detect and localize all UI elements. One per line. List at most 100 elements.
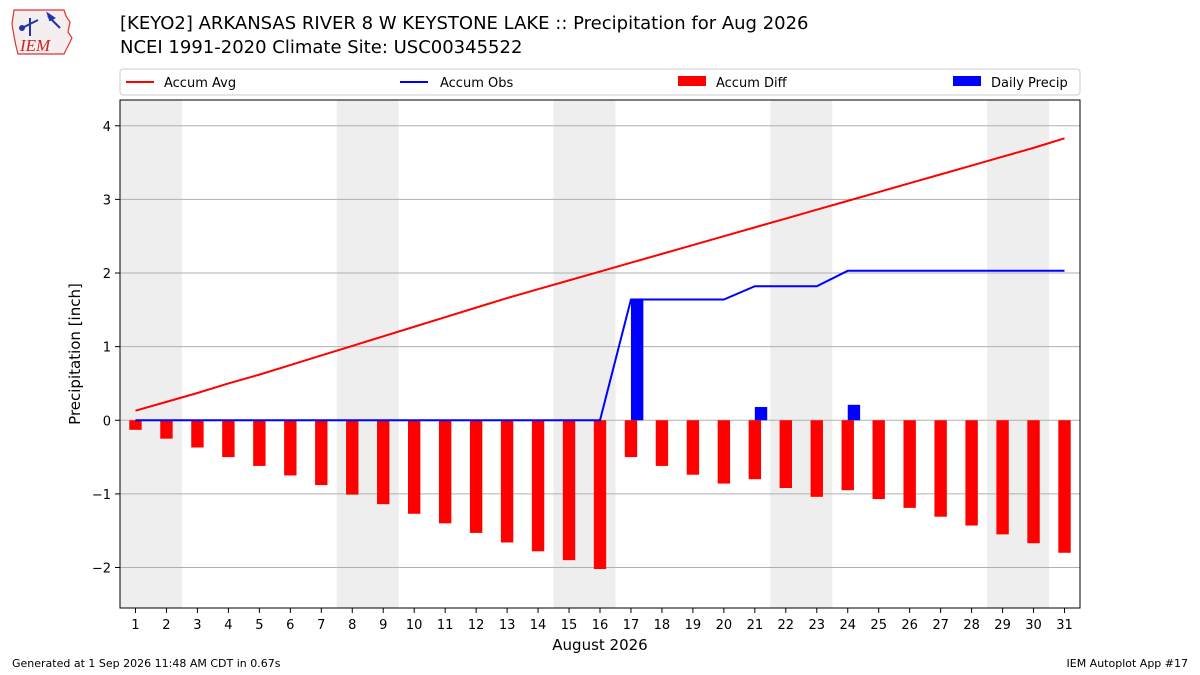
weekend-band bbox=[120, 100, 182, 608]
x-tick-label: 21 bbox=[747, 618, 764, 633]
y-tick-label: −2 bbox=[92, 562, 111, 577]
y-tick-label: 3 bbox=[103, 193, 111, 208]
x-tick-label: 4 bbox=[224, 618, 232, 633]
x-tick-label: 27 bbox=[932, 618, 949, 633]
x-tick-label: 10 bbox=[406, 618, 423, 633]
legend: Accum Avg Accum Obs Accum Diff Daily Precip bbox=[119, 68, 1081, 96]
accum-diff-bar bbox=[965, 420, 978, 526]
legend-accum-diff-swatch bbox=[678, 76, 706, 86]
x-tick-label: 6 bbox=[286, 618, 294, 633]
x-tick-label: 3 bbox=[193, 618, 201, 633]
x-tick-label: 20 bbox=[716, 618, 733, 633]
x-tick-label: 31 bbox=[1056, 618, 1073, 633]
y-tick-label: 1 bbox=[103, 341, 111, 356]
x-tick-label: 25 bbox=[870, 618, 887, 633]
accum-diff-bar bbox=[686, 420, 700, 475]
accum-diff-bar bbox=[1027, 420, 1040, 544]
x-tick-label: 28 bbox=[963, 618, 980, 633]
y-tick-label: −1 bbox=[92, 488, 111, 503]
accum-diff-bar bbox=[531, 420, 545, 552]
logo-text: IEM bbox=[19, 36, 51, 55]
accum-diff-bar bbox=[717, 420, 731, 484]
y-tick-label: 4 bbox=[103, 120, 111, 135]
weekend-bands bbox=[120, 100, 1050, 608]
accum-diff-bars bbox=[129, 420, 1071, 569]
app-label: IEM Autoplot App #17 bbox=[1066, 657, 1189, 670]
y-axis: 4 3 2 1 0 −1 −2 bbox=[92, 120, 120, 577]
accum-diff-bar bbox=[1058, 420, 1071, 553]
accum-diff-bar bbox=[315, 420, 328, 486]
accum-diff-bar bbox=[160, 420, 173, 439]
x-tick-label: 24 bbox=[839, 618, 856, 633]
x-axis: 1 2 3 4 5 6 7 8 9 10 11 12 13 14 15 16 17 18 19 20 21 22 23 24 2… bbox=[131, 608, 1073, 633]
x-tick-label: 30 bbox=[1025, 618, 1042, 633]
accum-diff-bar bbox=[191, 420, 204, 448]
accum-diff-bar bbox=[500, 420, 514, 543]
legend-accum-avg-label: Accum Avg bbox=[164, 76, 236, 91]
x-tick-label: 7 bbox=[317, 618, 325, 633]
chart-subtitle: NCEI 1991-2020 Climate Site: USC00345522 bbox=[120, 37, 523, 58]
accum-diff-bar bbox=[841, 420, 854, 491]
accum-diff-bar bbox=[810, 420, 823, 497]
x-tick-label: 8 bbox=[348, 618, 356, 633]
x-tick-label: 14 bbox=[530, 618, 547, 633]
accum-diff-bar bbox=[284, 420, 297, 476]
accum-diff-bar bbox=[438, 420, 452, 524]
iem-logo: IEM bbox=[11, 9, 73, 55]
chart-title: [KEYO2] ARKANSAS RIVER 8 W KEYSTONE LAKE… bbox=[120, 13, 809, 34]
x-tick-label: 2 bbox=[162, 618, 170, 633]
y-tick-label: 2 bbox=[103, 267, 111, 282]
legend-daily-precip-swatch bbox=[953, 76, 981, 86]
accum-diff-bar bbox=[469, 420, 483, 533]
accum-diff-bar bbox=[408, 420, 421, 514]
accum-diff-bar bbox=[253, 420, 266, 466]
legend-accum-obs-label: Accum Obs bbox=[440, 76, 513, 91]
accum-diff-bar bbox=[903, 420, 916, 508]
x-axis-label: August 2026 bbox=[552, 636, 647, 654]
y-tick-label: 0 bbox=[103, 414, 111, 429]
daily-precip-bars bbox=[630, 299, 861, 421]
x-tick-label: 15 bbox=[561, 618, 578, 633]
accum-diff-bar bbox=[562, 420, 576, 561]
accum-diff-bar bbox=[748, 420, 762, 480]
weekend-band bbox=[336, 100, 399, 608]
x-tick-label: 17 bbox=[623, 618, 640, 633]
accum-diff-bar bbox=[624, 420, 638, 458]
weather-station-icon bbox=[19, 11, 61, 36]
generated-timestamp: Generated at 1 Sep 2026 11:48 AM CDT in … bbox=[12, 657, 281, 670]
accum-diff-bar bbox=[377, 420, 390, 505]
legend-daily-precip-label: Daily Precip bbox=[991, 76, 1068, 91]
legend-box bbox=[119, 68, 1081, 96]
x-tick-label: 23 bbox=[809, 618, 826, 633]
x-tick-label: 5 bbox=[255, 618, 263, 633]
x-tick-label: 19 bbox=[685, 618, 702, 633]
accum-obs-line bbox=[135, 269, 1065, 422]
series-lines bbox=[135, 137, 1065, 422]
accum-diff-bar bbox=[593, 420, 607, 569]
x-tick-label: 22 bbox=[778, 618, 795, 633]
daily-precip-bar bbox=[847, 404, 861, 421]
daily-precip-bar bbox=[754, 407, 768, 421]
legend-accum-diff-label: Accum Diff bbox=[716, 76, 788, 91]
x-tick-label: 18 bbox=[654, 618, 671, 633]
accum-diff-bar bbox=[346, 420, 359, 495]
x-tick-label: 9 bbox=[379, 618, 387, 633]
daily-precip-bar bbox=[630, 299, 644, 421]
accum-avg-line bbox=[135, 137, 1065, 412]
x-tick-label: 29 bbox=[994, 618, 1011, 633]
x-tick-label: 26 bbox=[901, 618, 918, 633]
accum-diff-bar bbox=[934, 420, 947, 517]
x-tick-label: 16 bbox=[592, 618, 609, 633]
accum-diff-bar bbox=[655, 420, 669, 466]
accum-diff-bar bbox=[779, 420, 792, 488]
weekend-band bbox=[770, 100, 833, 608]
accum-diff-bar bbox=[872, 420, 885, 500]
y-axis-label: Precipitation [inch] bbox=[66, 283, 84, 425]
x-tick-label: 1 bbox=[131, 618, 139, 633]
accum-diff-bar bbox=[996, 420, 1009, 535]
accum-diff-bar bbox=[129, 420, 142, 430]
x-tick-label: 11 bbox=[437, 618, 454, 633]
x-tick-label: 12 bbox=[468, 618, 485, 633]
x-tick-label: 13 bbox=[499, 618, 516, 633]
